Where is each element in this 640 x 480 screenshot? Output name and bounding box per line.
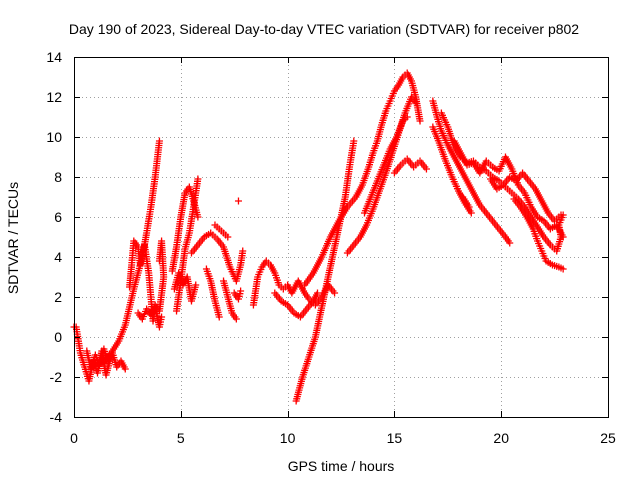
series-seg21 bbox=[390, 155, 430, 177]
y-tick-labels: -4 -2 0 2 4 6 8 10 12 14 bbox=[46, 49, 62, 425]
data-point bbox=[506, 239, 514, 247]
data-point bbox=[194, 213, 202, 221]
chart-title: Day 190 of 2023, Sidereal Day-to-day VTE… bbox=[69, 21, 579, 37]
series-seg5 bbox=[134, 237, 168, 323]
y-tick-label: 12 bbox=[46, 89, 62, 105]
x-tick-labels: 0 5 10 15 20 25 bbox=[70, 430, 616, 446]
data-point bbox=[559, 233, 567, 241]
y-tick-label: 2 bbox=[54, 289, 62, 305]
data-point bbox=[155, 257, 163, 265]
series-seg10 bbox=[202, 265, 223, 321]
axis-ticks bbox=[74, 57, 609, 418]
x-tick-label: 25 bbox=[600, 430, 616, 446]
series-seg20 bbox=[360, 113, 411, 217]
series-seg28 bbox=[459, 193, 473, 211]
series-seg6 bbox=[173, 175, 202, 315]
y-tick-label: -4 bbox=[50, 409, 63, 425]
series-seg25 bbox=[450, 137, 567, 241]
plot-frame bbox=[74, 57, 609, 418]
data-point bbox=[559, 265, 567, 273]
y-tick-label: 6 bbox=[54, 209, 62, 225]
data-point bbox=[121, 365, 129, 373]
series-seg17 bbox=[292, 137, 358, 405]
series-seg26 bbox=[487, 169, 565, 225]
x-axis-label: GPS time / hours bbox=[288, 458, 395, 474]
y-tick-label: -2 bbox=[50, 369, 63, 385]
data-points bbox=[70, 69, 567, 405]
series-seg12 bbox=[220, 277, 240, 323]
series-seg16 bbox=[271, 289, 322, 321]
data-point bbox=[422, 165, 430, 173]
y-tick-label: 14 bbox=[46, 49, 62, 65]
data-point bbox=[158, 313, 166, 321]
data-point bbox=[465, 203, 473, 211]
data-point bbox=[192, 281, 200, 289]
series-seg7 bbox=[168, 183, 202, 275]
x-tick-label: 20 bbox=[493, 430, 509, 446]
data-point bbox=[237, 287, 245, 295]
data-point bbox=[403, 113, 411, 121]
grid-lines bbox=[74, 57, 608, 417]
x-tick-label: 0 bbox=[70, 430, 78, 446]
data-point bbox=[557, 211, 565, 219]
data-point bbox=[239, 247, 247, 255]
series-seg11 bbox=[211, 221, 232, 241]
data-point bbox=[331, 289, 339, 297]
x-tick-label: 5 bbox=[177, 430, 185, 446]
x-tick-label: 10 bbox=[280, 430, 296, 446]
y-tick-label: 0 bbox=[54, 329, 62, 345]
series-seg27 bbox=[510, 195, 567, 273]
data-point bbox=[234, 197, 242, 205]
data-point bbox=[232, 315, 240, 323]
series-seg9 bbox=[187, 229, 247, 285]
y-tick-label: 8 bbox=[54, 169, 62, 185]
series-seg2 bbox=[83, 345, 129, 373]
series-seg23 bbox=[429, 123, 475, 217]
series-seg22 bbox=[429, 97, 514, 247]
series-seg13 bbox=[230, 287, 245, 303]
series-seg18 bbox=[301, 69, 424, 289]
series-seg3 bbox=[100, 137, 163, 367]
data-point bbox=[416, 117, 424, 125]
data-point bbox=[412, 99, 420, 107]
series-seg14 bbox=[234, 197, 242, 205]
data-point bbox=[155, 137, 163, 145]
data-point bbox=[224, 233, 232, 241]
y-axis-label: SDTVAR / TECUs bbox=[5, 182, 21, 294]
x-tick-label: 15 bbox=[387, 430, 403, 446]
y-tick-label: 10 bbox=[46, 129, 62, 145]
data-point bbox=[467, 209, 475, 217]
data-point bbox=[194, 175, 202, 183]
y-tick-label: 4 bbox=[54, 249, 62, 265]
data-point bbox=[350, 137, 358, 145]
data-point bbox=[314, 289, 322, 297]
series-seg8 bbox=[170, 269, 200, 305]
data-point bbox=[215, 313, 223, 321]
